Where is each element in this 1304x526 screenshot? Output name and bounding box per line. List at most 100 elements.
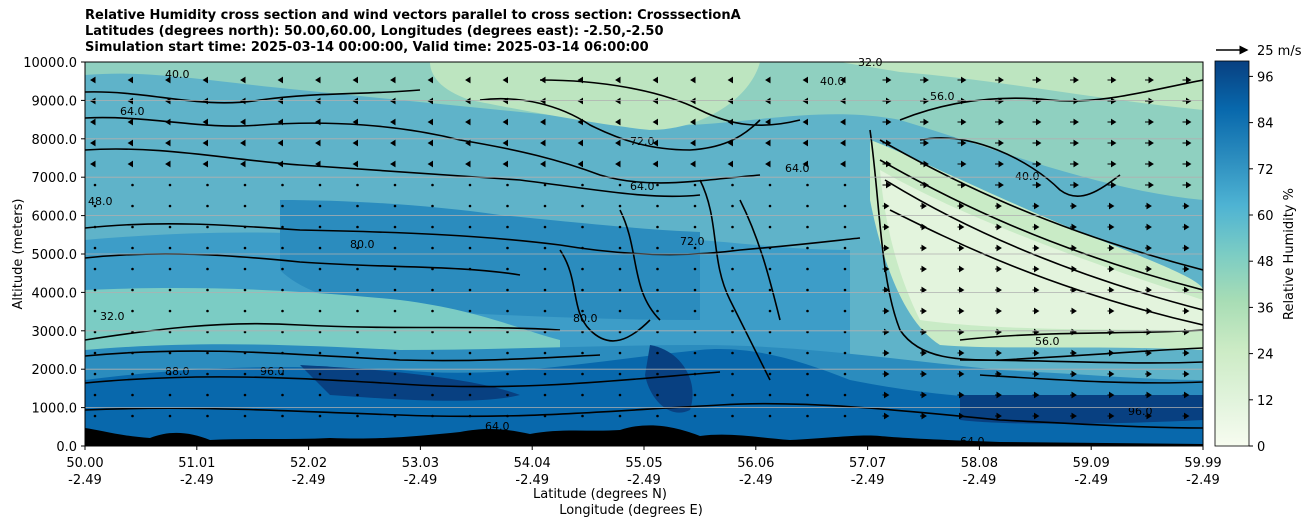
colorbar-tick-label: 96 xyxy=(1257,70,1274,85)
wind-arrow xyxy=(393,225,397,229)
wind-arrow xyxy=(318,246,322,250)
wind-arrow xyxy=(765,160,771,168)
wind-arrow xyxy=(318,414,322,418)
contour-label: 40.0 xyxy=(165,68,190,81)
wind-arrow xyxy=(806,246,809,250)
wind-arrow xyxy=(731,246,734,250)
wind-arrow xyxy=(93,393,97,397)
wind-arrow xyxy=(727,118,733,126)
wind-arrow xyxy=(206,288,209,292)
x-axis: 50.00 -2.49 51.01 -2.49 52.02 -2.49 53.03 -2.49… xyxy=(66,446,1222,488)
wind-arrow xyxy=(315,139,321,147)
wind-arrow xyxy=(1107,244,1115,252)
wind-arrow xyxy=(615,139,621,147)
wind-arrow xyxy=(1070,139,1079,147)
wind-arrow xyxy=(957,349,965,357)
wind-arrow xyxy=(206,204,209,208)
wind-arrow xyxy=(502,118,508,126)
wind-arrow xyxy=(131,414,134,418)
wind-arrow xyxy=(356,414,359,418)
wind-arrow xyxy=(206,267,209,271)
wind-arrow xyxy=(693,372,697,376)
title-line-1: Relative Humidity cross section and wind… xyxy=(85,8,741,23)
wind-arrow xyxy=(840,97,846,105)
wind-arrow xyxy=(577,97,583,105)
wind-arrow xyxy=(995,160,1004,168)
contour-label: 40.0 xyxy=(1015,170,1040,183)
contour-label: 64.0 xyxy=(120,105,145,118)
wind-arrow xyxy=(93,288,97,292)
wind-arrow xyxy=(618,330,622,334)
wind-arrow xyxy=(1032,181,1042,189)
wind-arrow xyxy=(1182,286,1190,294)
wind-arrow xyxy=(693,183,697,187)
wind-arrow xyxy=(581,393,584,397)
wind-arrow xyxy=(656,393,659,397)
wind-arrow xyxy=(465,160,471,168)
wind-arrow xyxy=(206,351,209,355)
wind-arrow xyxy=(165,139,171,147)
wind-arrow xyxy=(318,372,322,376)
wind-arrow xyxy=(315,118,321,126)
wind-arrow xyxy=(920,349,927,357)
wind-arrow xyxy=(882,265,890,273)
wind-arrow xyxy=(615,76,621,84)
wind-arrow xyxy=(1070,349,1077,357)
wind-arrow xyxy=(93,372,97,376)
wind-arrow xyxy=(131,225,134,229)
wind-arrow xyxy=(1107,97,1117,105)
wind-arrow xyxy=(393,330,397,334)
wind-arrow xyxy=(1145,391,1152,399)
wind-arrow xyxy=(690,97,696,105)
wind-arrow xyxy=(206,330,209,334)
wind-arrow xyxy=(768,330,772,334)
wind-arrow xyxy=(1032,370,1040,378)
x-tick-label-lat: 59.09 xyxy=(1073,456,1110,471)
wind-arrow xyxy=(131,309,134,313)
wind-arrow xyxy=(1070,118,1079,126)
wind-arrow xyxy=(656,372,659,376)
wind-arrow xyxy=(356,288,359,292)
wind-arrow xyxy=(618,309,622,313)
wind-arrow xyxy=(806,309,809,313)
wind-arrow xyxy=(131,267,134,271)
y-tick-label: 5000.0 xyxy=(32,248,78,263)
wind-arrow xyxy=(506,183,509,187)
wind-arrow xyxy=(882,97,892,105)
wind-arrow xyxy=(920,265,927,273)
wind-arrow xyxy=(243,183,247,187)
wind-arrow xyxy=(1032,412,1040,420)
wind-arrow xyxy=(1145,181,1154,189)
wind-arrow xyxy=(768,393,772,397)
wind-arrow xyxy=(806,288,809,292)
wind-arrow xyxy=(843,309,847,313)
wind-arrow xyxy=(468,393,472,397)
wind-arrow xyxy=(656,183,659,187)
wind-arrow xyxy=(468,288,472,292)
wind-arrow xyxy=(168,204,172,208)
wind-arrow xyxy=(465,139,471,147)
wind-arrow xyxy=(957,307,965,315)
wind-arrow xyxy=(806,267,809,271)
x-tick-label-lon: -2.49 xyxy=(1186,473,1220,488)
contour-label: 56.0 xyxy=(1035,335,1060,348)
wind-arrow xyxy=(356,225,359,229)
wind-arrow xyxy=(502,139,508,147)
wind-arrow xyxy=(1145,412,1152,420)
wind-arrow xyxy=(727,160,733,168)
wind-arrow xyxy=(920,370,927,378)
wind-arrow xyxy=(656,204,659,208)
wind-arrow xyxy=(1182,181,1192,189)
wind-arrow xyxy=(318,330,322,334)
wind-arrow xyxy=(920,76,929,84)
x-tick-label-lat: 59.99 xyxy=(1184,456,1221,471)
wind-arrow xyxy=(581,246,584,250)
wind-arrow xyxy=(768,204,772,208)
wind-arrow xyxy=(1145,118,1154,126)
wind-arrow xyxy=(1107,160,1117,168)
wind-arrow xyxy=(840,118,846,126)
wind-arrow xyxy=(1032,139,1042,147)
wind-arrow xyxy=(468,351,472,355)
contour-label: 88.0 xyxy=(165,365,190,378)
wind-arrow xyxy=(995,307,1002,315)
